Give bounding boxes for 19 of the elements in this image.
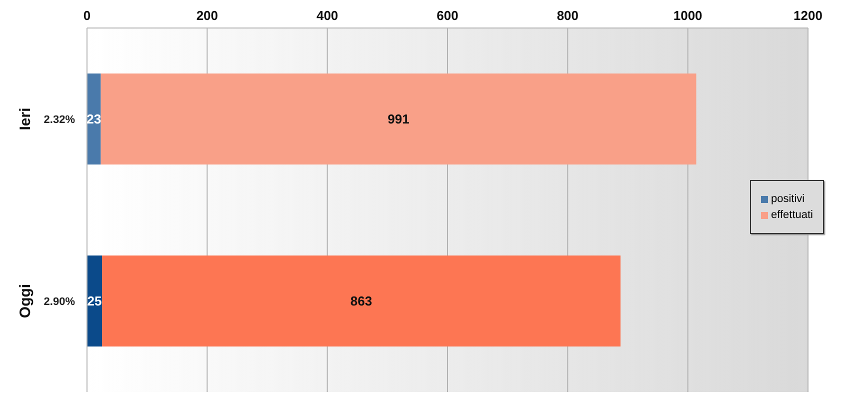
bar	[100, 74, 696, 164]
data-label: 25	[87, 294, 102, 309]
x-tick-label: 200	[196, 8, 218, 23]
x-tick-label: 1200	[794, 8, 822, 23]
y-tick-label: Oggi	[17, 284, 34, 318]
data-label: 991	[388, 112, 410, 127]
legend-label: positivi	[770, 193, 806, 205]
bar	[87, 256, 102, 346]
legend-label: effettuati	[770, 209, 813, 221]
text: 2.90%	[44, 296, 76, 308]
x-tick-label: 1000	[673, 8, 702, 23]
x-tick-label: 400	[316, 8, 338, 23]
x-tick-label: 0	[83, 8, 91, 23]
data-label: 863	[350, 294, 372, 309]
bar	[102, 256, 621, 346]
text: 2.32%	[44, 114, 76, 126]
x-tick-label: 800	[556, 8, 579, 23]
x-tick-label: 600	[436, 8, 458, 23]
y-tick-label: Ieri	[17, 108, 34, 130]
